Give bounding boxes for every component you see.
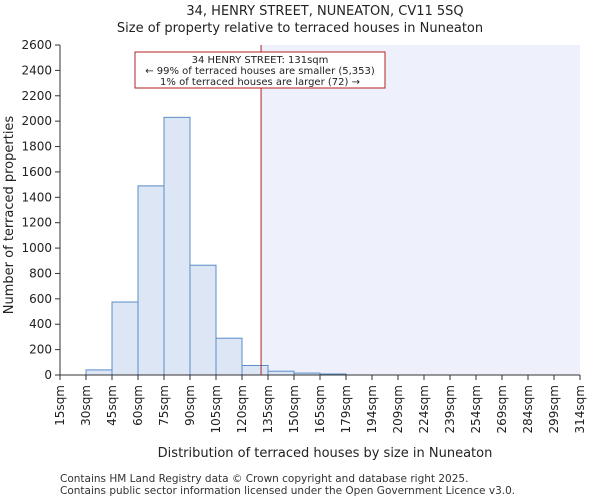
x-tick-label: 269sqm [495, 385, 509, 433]
y-tick-label: 400 [29, 317, 52, 331]
x-tick-label: 284sqm [521, 385, 535, 433]
y-tick-label: 2400 [21, 63, 52, 77]
y-tick-label: 1400 [21, 190, 52, 204]
chart-title: 34, HENRY STREET, NUNEATON, CV11 5SQ [186, 4, 463, 19]
x-tick-label: 239sqm [443, 385, 457, 433]
x-tick-label: 135sqm [261, 385, 275, 433]
y-tick-label: 200 [29, 343, 52, 357]
x-tick-label: 15sqm [53, 385, 67, 426]
x-tick-label: 150sqm [287, 385, 301, 433]
bar-90sqm [189, 264, 217, 376]
bar-30sqm [85, 369, 113, 376]
y-tick-label: 1800 [21, 140, 52, 154]
x-tick-label: 254sqm [469, 385, 483, 433]
y-tick-label: 1600 [21, 165, 52, 179]
x-ticks-group: 15sqm 30sqm 45sqm 60sqm 75sqm 90sqm 105sqm 120s… [53, 375, 587, 433]
y-tick-label: 2200 [21, 89, 52, 103]
x-tick-label: 30sqm [79, 385, 93, 426]
bars-group [85, 116, 347, 376]
annotation-line-2: ← 99% of terraced houses are smaller (5,… [145, 66, 375, 77]
x-tick-label: 194sqm [365, 385, 379, 433]
y-tick-label: 2000 [21, 114, 52, 128]
x-tick-label: 314sqm [573, 385, 587, 433]
x-tick-label: 75sqm [157, 385, 171, 426]
larger-properties-shading [261, 45, 580, 375]
x-tick-label: 165sqm [313, 385, 327, 433]
bar-120sqm [241, 364, 269, 376]
x-tick-label: 179sqm [339, 385, 353, 433]
footer-line-2: Contains public sector information licen… [60, 485, 516, 497]
y-ticks-group: 0 200 400 600 800 1000 1200 1400 1600 1800 2000 220… [21, 38, 60, 382]
annotation-line-1: 34 HENRY STREET: 131sqm [192, 55, 329, 66]
annotation-box [134, 51, 386, 89]
bar-60sqm [137, 185, 165, 376]
x-axis-label: Distribution of terraced houses by size … [158, 446, 493, 461]
x-tick-label: 299sqm [547, 385, 561, 433]
y-tick-label: 0 [44, 368, 52, 382]
y-tick-label: 1000 [21, 241, 52, 255]
x-tick-label: 209sqm [391, 385, 405, 433]
footer-line-1: Contains HM Land Registry data © Crown c… [60, 473, 469, 485]
x-tick-label: 105sqm [209, 385, 223, 433]
x-tick-label: 45sqm [105, 385, 119, 426]
y-tick-label: 1200 [21, 216, 52, 230]
y-tick-label: 600 [29, 292, 52, 306]
bar-75sqm [163, 116, 191, 376]
y-tick-label: 800 [29, 266, 52, 280]
histogram-chart: 0 200 400 600 800 1000 1200 1400 1600 1800 2000 220… [2, 4, 587, 461]
x-tick-label: 60sqm [131, 385, 145, 426]
bar-135sqm [267, 370, 295, 376]
chart-subtitle: Size of property relative to terraced ho… [117, 21, 483, 36]
x-tick-label: 90sqm [183, 385, 197, 426]
bar-105sqm [215, 337, 243, 376]
bar-45sqm [111, 301, 139, 376]
y-axis-label: Number of terraced properties [2, 116, 17, 315]
x-tick-label: 120sqm [235, 385, 249, 433]
y-tick-label: 2600 [21, 38, 52, 52]
x-tick-label: 224sqm [417, 385, 431, 433]
annotation-line-3: 1% of terraced houses are larger (72) → [160, 77, 360, 88]
